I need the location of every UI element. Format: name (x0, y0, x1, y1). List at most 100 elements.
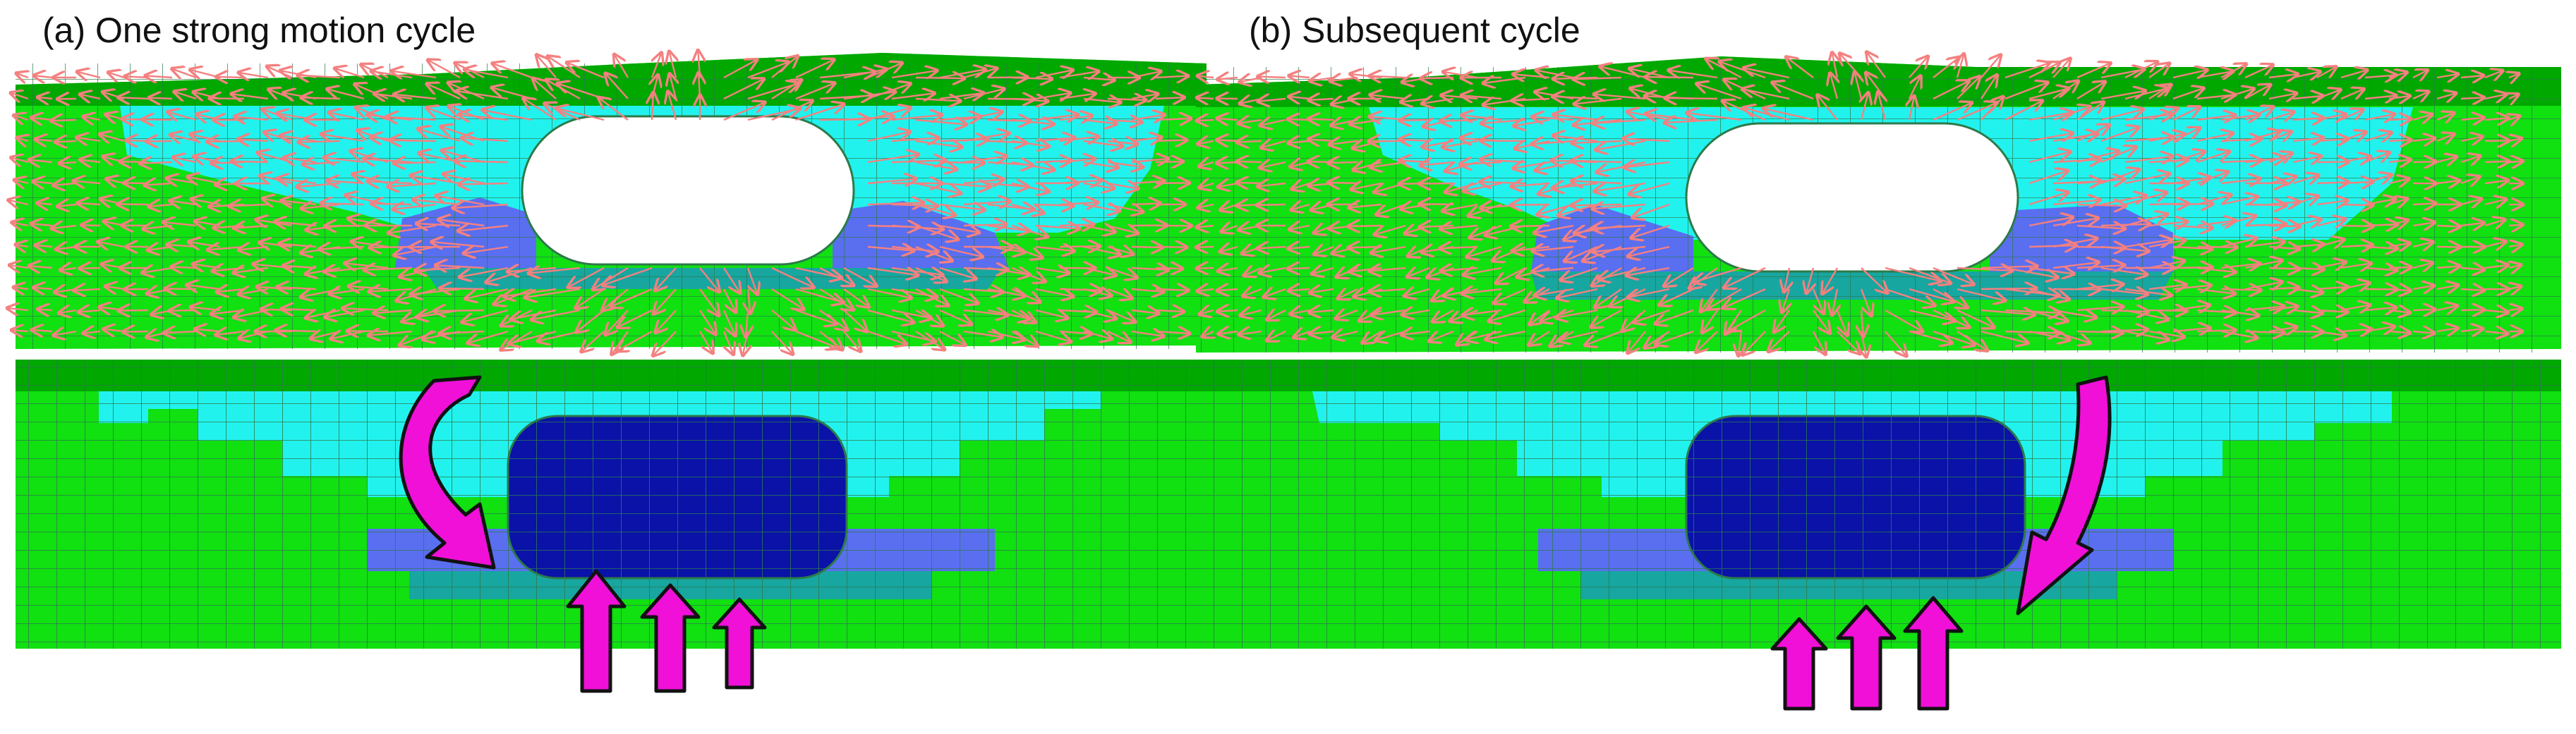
displacement-vector (1131, 181, 1164, 183)
displacement-vector (1813, 310, 1830, 334)
displacement-vector (1628, 245, 1670, 257)
displacement-vector (80, 268, 101, 269)
displacement-vector (2316, 331, 2346, 336)
displacement-vector (2220, 216, 2256, 227)
displacement-vector (2412, 114, 2432, 120)
displacement-vector (939, 162, 984, 163)
displacement-vector (2076, 331, 2123, 333)
displacement-vector (207, 141, 245, 142)
displacement-vector (1107, 267, 1137, 278)
displacement-vector (1440, 226, 1478, 229)
displacement-vector (2172, 152, 2205, 164)
displacement-vector (2052, 218, 2098, 226)
displacement-vector (2052, 106, 2090, 121)
displacement-vector (652, 92, 653, 121)
displacement-vector (1239, 331, 1262, 334)
displacement-vector (1463, 268, 1502, 275)
displacement-vector (2028, 171, 2067, 185)
displacement-vector (1011, 267, 1045, 281)
panel-b-title: (b) Subsequent cycle (1249, 11, 1580, 50)
displacement-vector (819, 310, 847, 330)
displacement-vector (2100, 195, 2146, 206)
displacement-vector (2460, 97, 2484, 99)
displacement-vector (2364, 153, 2390, 162)
displacement-vector (1083, 120, 1116, 123)
displacement-vector (2220, 310, 2258, 316)
displacement-vector (1561, 267, 1598, 280)
displacement-vector (1489, 309, 1526, 322)
displacement-vector (1011, 141, 1049, 147)
displacement-vector (2292, 176, 2318, 183)
displacement-vector (1981, 266, 2037, 268)
displacement-vector (1860, 288, 1871, 316)
displacement-vector (2364, 247, 2397, 249)
displacement-vector (1626, 268, 1670, 276)
displacement-vector (461, 138, 509, 141)
displacement-vector (60, 268, 77, 270)
displacement-vector (891, 138, 938, 141)
displacement-vector (1035, 247, 1074, 251)
displacement-vector (2484, 94, 2506, 99)
displacement-vector (1467, 245, 1502, 257)
displacement-vector (939, 288, 978, 303)
displacement-vector (2340, 89, 2364, 99)
displacement-vector (747, 62, 788, 79)
displacement-vector (987, 289, 1024, 296)
displacement-vector (2028, 63, 2060, 79)
displacement-vector (394, 94, 437, 99)
displacement-vector (1909, 267, 1951, 283)
displacement-vector (2148, 285, 2186, 289)
displacement-vector (2196, 221, 2235, 226)
displacement-vector (2028, 88, 2069, 100)
displacement-vector (2340, 70, 2367, 78)
displacement-vector (2388, 310, 2410, 312)
displacement-vector (1059, 71, 1099, 78)
displacement-vector (1291, 204, 1310, 210)
displacement-vector (1242, 289, 1262, 296)
displacement-vector (1216, 140, 1238, 141)
displacement-vector (915, 141, 962, 147)
displacement-vector (1035, 115, 1077, 120)
displacement-vector (2244, 204, 2286, 205)
displacement-vector (1981, 330, 2028, 343)
displacement-vector (1221, 226, 1238, 231)
displacement-vector (915, 120, 967, 125)
displacement-vector (2292, 219, 2321, 226)
displacement-vector (492, 63, 533, 79)
displacement-vector (2484, 265, 2508, 268)
displacement-vector (2316, 287, 2347, 289)
panel-b-void (1685, 122, 2019, 273)
displacement-vector (2340, 132, 2366, 141)
displacement-vector (1743, 68, 1790, 79)
panel-a-vector-field (7, 50, 1191, 355)
displacement-vector (2172, 107, 2200, 121)
displacement-vector (819, 288, 853, 310)
displacement-vector (771, 56, 798, 78)
displacement-vector (33, 288, 53, 289)
displacement-vector (939, 204, 985, 210)
displacement-vector (2124, 192, 2167, 206)
displacement-vector (1687, 113, 1742, 120)
displacement-vector (1885, 288, 1935, 305)
displacement-vector (1011, 288, 1040, 302)
displacement-vector (2364, 326, 2395, 331)
displacement-vector (915, 203, 955, 215)
displacement-vector (2028, 112, 2072, 120)
displacement-vector (1131, 268, 1168, 270)
displacement-vector (1059, 137, 1099, 141)
displacement-vector (2028, 217, 2073, 227)
displacement-vector (1529, 330, 1550, 345)
displacement-vector (2292, 196, 2318, 204)
displacement-vector (483, 110, 533, 121)
displacement-vector (867, 154, 919, 164)
displacement-vector (2148, 261, 2184, 268)
displacement-vector (567, 63, 605, 79)
displacement-vector (2509, 286, 2521, 289)
displacement-vector (2436, 113, 2454, 120)
displacement-vector (963, 157, 1007, 162)
displacement-vector (82, 225, 101, 226)
displacement-vector (123, 331, 149, 332)
panel-b-up-arrow-1-icon (1770, 617, 1828, 711)
displacement-vector (231, 94, 269, 99)
displacement-vector (107, 179, 125, 183)
